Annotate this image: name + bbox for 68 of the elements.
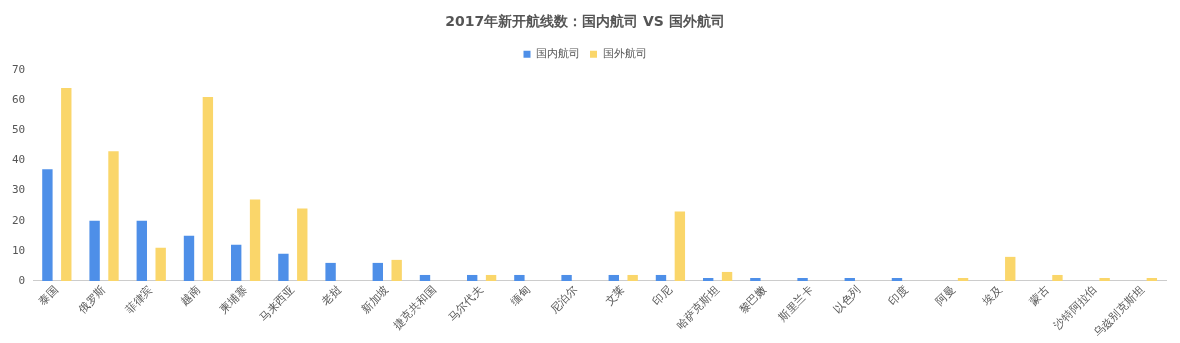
x-tick-label: 黎巴嫩 <box>736 283 769 317</box>
bar <box>278 253 289 281</box>
bar <box>89 220 100 281</box>
bar <box>391 259 402 281</box>
bar <box>372 262 383 281</box>
bar <box>297 208 308 281</box>
x-tick-label: 俄罗斯 <box>75 283 109 317</box>
y-tick-label: 20 <box>12 213 26 227</box>
y-tick-label: 10 <box>12 243 26 257</box>
bar <box>608 274 619 281</box>
x-tick-label: 泰国 <box>36 283 61 309</box>
bar <box>1052 274 1063 281</box>
bar <box>561 274 572 281</box>
x-tick-label: 印度 <box>885 283 911 309</box>
bar <box>514 274 525 281</box>
x-tick-label: 新加坡 <box>358 283 392 317</box>
legend-label: 国外航司 <box>602 47 647 61</box>
x-tick-label: 斯里兰卡 <box>775 283 817 324</box>
x-tick-label: 菲律宾 <box>122 283 156 317</box>
bar <box>844 277 855 281</box>
x-tick-label: 蒙古 <box>1027 283 1053 309</box>
bar <box>891 277 903 281</box>
bar <box>957 277 969 281</box>
x-tick-label: 哈萨克斯坦 <box>673 283 722 332</box>
bar <box>485 274 497 281</box>
bar <box>61 87 72 281</box>
chart-title: 2017年新开航线数：国内航司 VS 国外航司 <box>445 13 725 30</box>
bar <box>42 169 53 281</box>
x-tick-label: 埃及 <box>979 283 1005 310</box>
bar <box>1146 277 1158 281</box>
bar <box>627 274 638 281</box>
bar <box>750 277 761 281</box>
bar <box>797 277 808 281</box>
legend-label: 国内航司 <box>536 47 580 61</box>
bar <box>231 244 242 281</box>
bar <box>702 277 714 281</box>
x-tick-label: 尼泊尔 <box>547 283 581 317</box>
bar <box>419 274 431 281</box>
bar <box>136 220 147 281</box>
bar <box>249 199 261 281</box>
bar <box>1005 256 1016 281</box>
bar <box>325 262 336 281</box>
x-tick-label: 马尔代夫 <box>445 283 486 324</box>
x-tick-label: 阿曼 <box>933 283 958 309</box>
y-tick-label: 40 <box>12 153 26 167</box>
bar <box>155 247 166 281</box>
x-tick-label: 老挝 <box>319 283 345 309</box>
bar <box>202 96 214 281</box>
x-tick-label: 以色列 <box>830 283 864 317</box>
bar <box>1099 277 1110 281</box>
x-tick-label: 印尼 <box>649 283 675 309</box>
x-tick-label: 柬埔寨 <box>217 283 250 317</box>
x-tick-label: 文莱 <box>602 283 628 309</box>
y-tick-label: 30 <box>12 183 26 197</box>
bar <box>655 274 667 281</box>
x-tick-label: 越南 <box>177 283 203 309</box>
x-tick-label: 缅甸 <box>508 283 533 309</box>
x-tick-label: 马来西亚 <box>256 283 297 324</box>
bar <box>674 211 686 281</box>
bar <box>183 235 195 281</box>
y-tick-label: 70 <box>12 62 26 76</box>
bar <box>467 274 478 281</box>
x-tick-label: 捷克共和国 <box>390 283 439 332</box>
y-tick-label: 0 <box>18 273 26 287</box>
y-tick-label: 60 <box>12 92 26 106</box>
bar <box>108 151 119 281</box>
bar <box>721 271 733 281</box>
y-tick-label: 50 <box>12 123 26 136</box>
